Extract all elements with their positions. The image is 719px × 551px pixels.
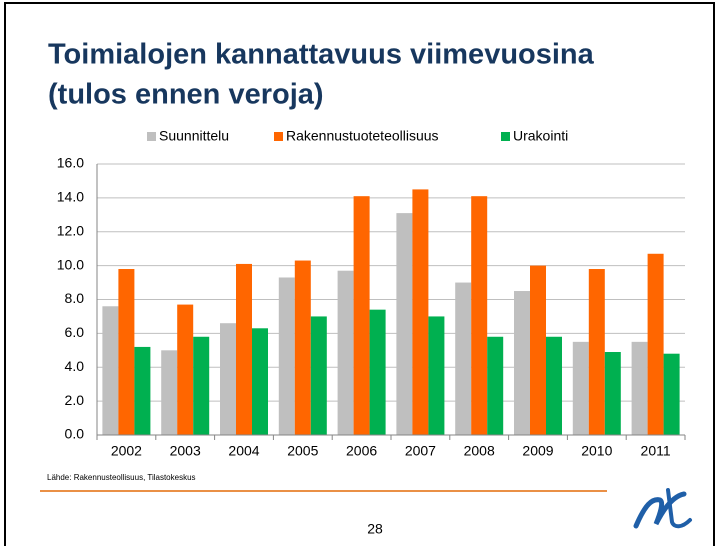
bar (278, 277, 295, 435)
x-tick-label: 2005 (287, 443, 318, 459)
logo (633, 488, 692, 529)
y-tick-label: 2.0 (65, 392, 85, 408)
title-line: (tulos ennen veroja) (48, 79, 324, 111)
bar (471, 196, 488, 435)
title-line: Toimialojen kannattavuus viimevuosina (48, 39, 595, 71)
bar (220, 323, 236, 435)
bar (647, 253, 664, 435)
bar (428, 316, 445, 435)
y-tick-label: 14.0 (57, 189, 84, 205)
bar (118, 269, 135, 435)
x-tick-label: 2007 (405, 443, 436, 459)
x-tick-label: 2004 (228, 443, 259, 459)
bar (631, 341, 648, 435)
bar (514, 291, 530, 435)
bar (604, 352, 621, 435)
x-tick-label: 2010 (581, 443, 612, 459)
y-tick-label: 12.0 (57, 222, 84, 238)
y-tick-label: 0.0 (65, 426, 85, 442)
y-tick-label: 10.0 (57, 256, 84, 272)
bar (294, 260, 311, 435)
legend-label: Urakointi (513, 128, 568, 144)
legend-swatch (501, 132, 510, 141)
bar (353, 196, 370, 435)
bar (161, 350, 178, 435)
legend-label: Rakennustuoteteollisuus (286, 128, 439, 144)
y-tick-label: 16.0 (57, 155, 84, 171)
bar (102, 306, 119, 435)
bar (455, 282, 472, 435)
y-tick-label: 8.0 (65, 290, 85, 306)
x-tick-label: 2003 (170, 443, 201, 459)
bar (337, 270, 354, 435)
x-tick-label: 2009 (522, 443, 553, 459)
legend-label: Suunnittelu (159, 128, 229, 144)
x-tick-label: 2008 (464, 443, 495, 459)
x-tick-label: 2011 (641, 443, 671, 459)
bar (193, 336, 210, 435)
y-tick-label: 6.0 (65, 324, 85, 340)
bar (546, 336, 562, 435)
source: Lähde: Rakennusteollisuus, Tilastokeskus (47, 473, 196, 482)
bar (572, 341, 589, 435)
bar (310, 316, 327, 435)
x-tick-label: 2002 (111, 443, 142, 459)
bar (369, 309, 386, 435)
bar (134, 346, 151, 435)
bar (252, 328, 268, 435)
bar (177, 304, 194, 435)
legend-swatch (147, 132, 156, 141)
y-tick-label: 4.0 (65, 358, 85, 374)
bar (588, 269, 605, 435)
bar (412, 189, 429, 435)
legend-swatch (274, 132, 283, 141)
x-tick-label: 2006 (346, 443, 377, 459)
bar (487, 336, 504, 435)
bar (530, 265, 546, 435)
bar (396, 213, 413, 435)
bar (236, 263, 252, 435)
page-number: 28 (367, 521, 383, 537)
bar (663, 353, 680, 435)
